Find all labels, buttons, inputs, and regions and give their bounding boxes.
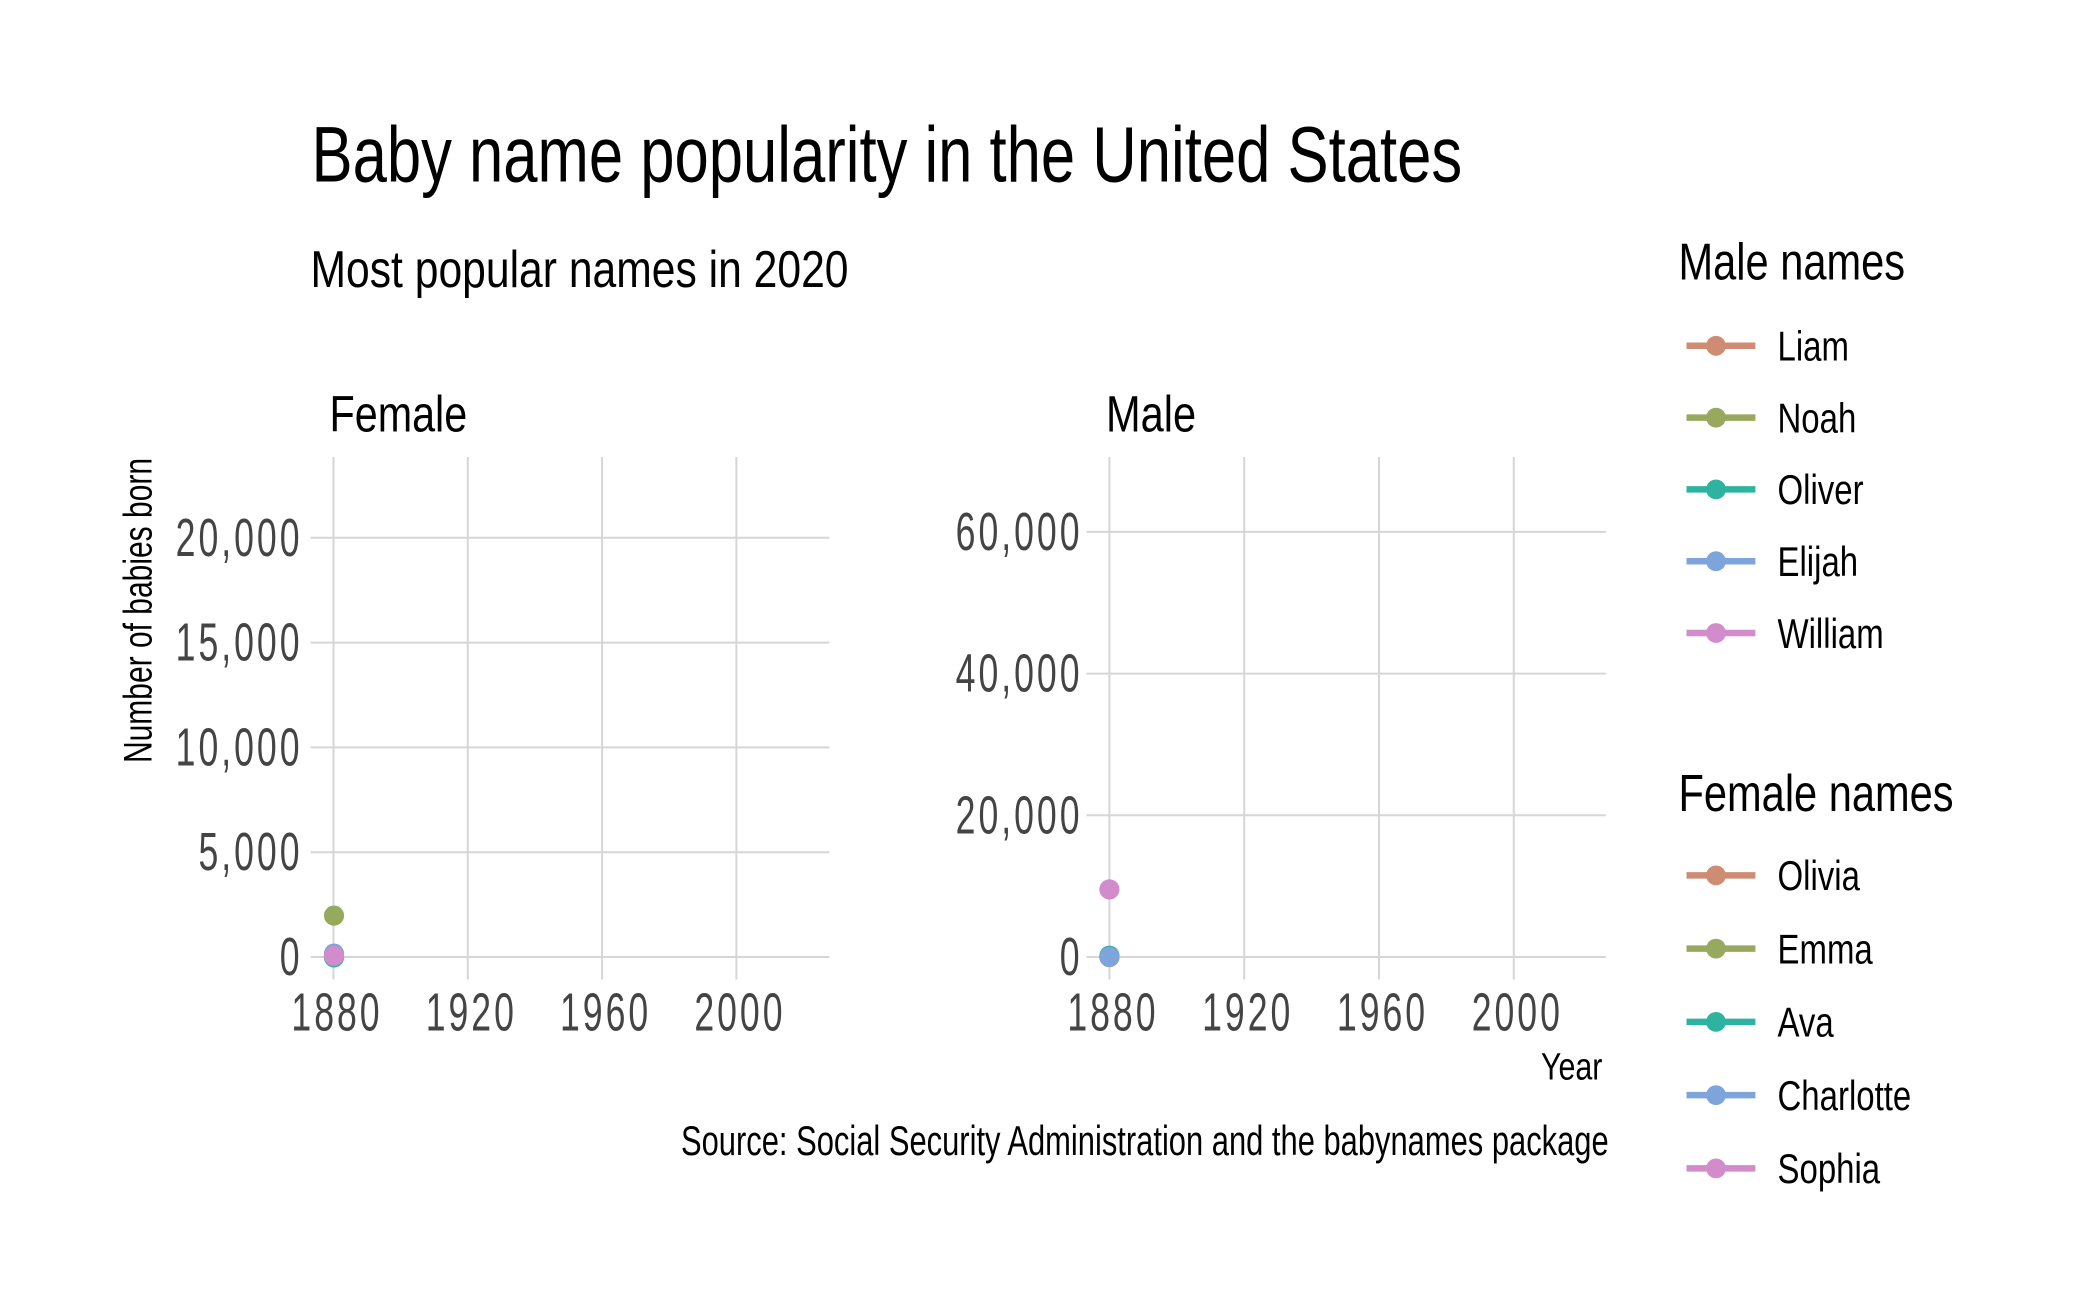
svg-text:Most popular names in 2020: Most popular names in 2020 xyxy=(311,241,849,299)
svg-text:Sophia: Sophia xyxy=(1778,1145,1881,1192)
svg-text:0: 0 xyxy=(1060,927,1083,987)
svg-text:60,000: 60,000 xyxy=(956,502,1083,562)
svg-text:Female names: Female names xyxy=(1679,763,1954,822)
svg-text:1920: 1920 xyxy=(426,982,517,1042)
svg-text:2000: 2000 xyxy=(694,982,785,1042)
svg-text:Baby name popularity in the Un: Baby name popularity in the United State… xyxy=(312,111,1463,199)
svg-text:Number of babies born: Number of babies born xyxy=(116,458,160,763)
svg-text:5,000: 5,000 xyxy=(198,822,302,882)
svg-text:Noah: Noah xyxy=(1778,395,1857,442)
svg-text:Olivia: Olivia xyxy=(1778,852,1860,899)
svg-text:20,000: 20,000 xyxy=(176,507,303,567)
svg-text:Male names: Male names xyxy=(1679,232,1906,291)
svg-text:William: William xyxy=(1778,610,1884,657)
svg-text:0: 0 xyxy=(280,927,303,987)
svg-text:Ava: Ava xyxy=(1778,999,1834,1046)
svg-text:40,000: 40,000 xyxy=(956,643,1083,703)
svg-text:15,000: 15,000 xyxy=(176,612,303,672)
svg-text:1960: 1960 xyxy=(1337,982,1428,1042)
svg-text:1960: 1960 xyxy=(560,982,651,1042)
svg-text:20,000: 20,000 xyxy=(956,785,1083,845)
svg-text:Emma: Emma xyxy=(1778,926,1873,973)
svg-text:2000: 2000 xyxy=(1472,982,1563,1042)
svg-text:Male: Male xyxy=(1106,385,1196,442)
svg-text:10,000: 10,000 xyxy=(176,717,303,777)
svg-text:Year: Year xyxy=(1541,1046,1602,1088)
svg-text:Oliver: Oliver xyxy=(1778,466,1864,513)
svg-text:1880: 1880 xyxy=(1067,982,1158,1042)
svg-text:Charlotte: Charlotte xyxy=(1778,1072,1912,1119)
svg-text:Liam: Liam xyxy=(1778,323,1849,370)
svg-text:Source: Social Security Admini: Source: Social Security Administration a… xyxy=(681,1117,1609,1163)
svg-text:1920: 1920 xyxy=(1202,982,1293,1042)
svg-text:Female: Female xyxy=(330,385,468,442)
svg-text:1880: 1880 xyxy=(291,982,382,1042)
svg-text:Elijah: Elijah xyxy=(1778,538,1859,585)
